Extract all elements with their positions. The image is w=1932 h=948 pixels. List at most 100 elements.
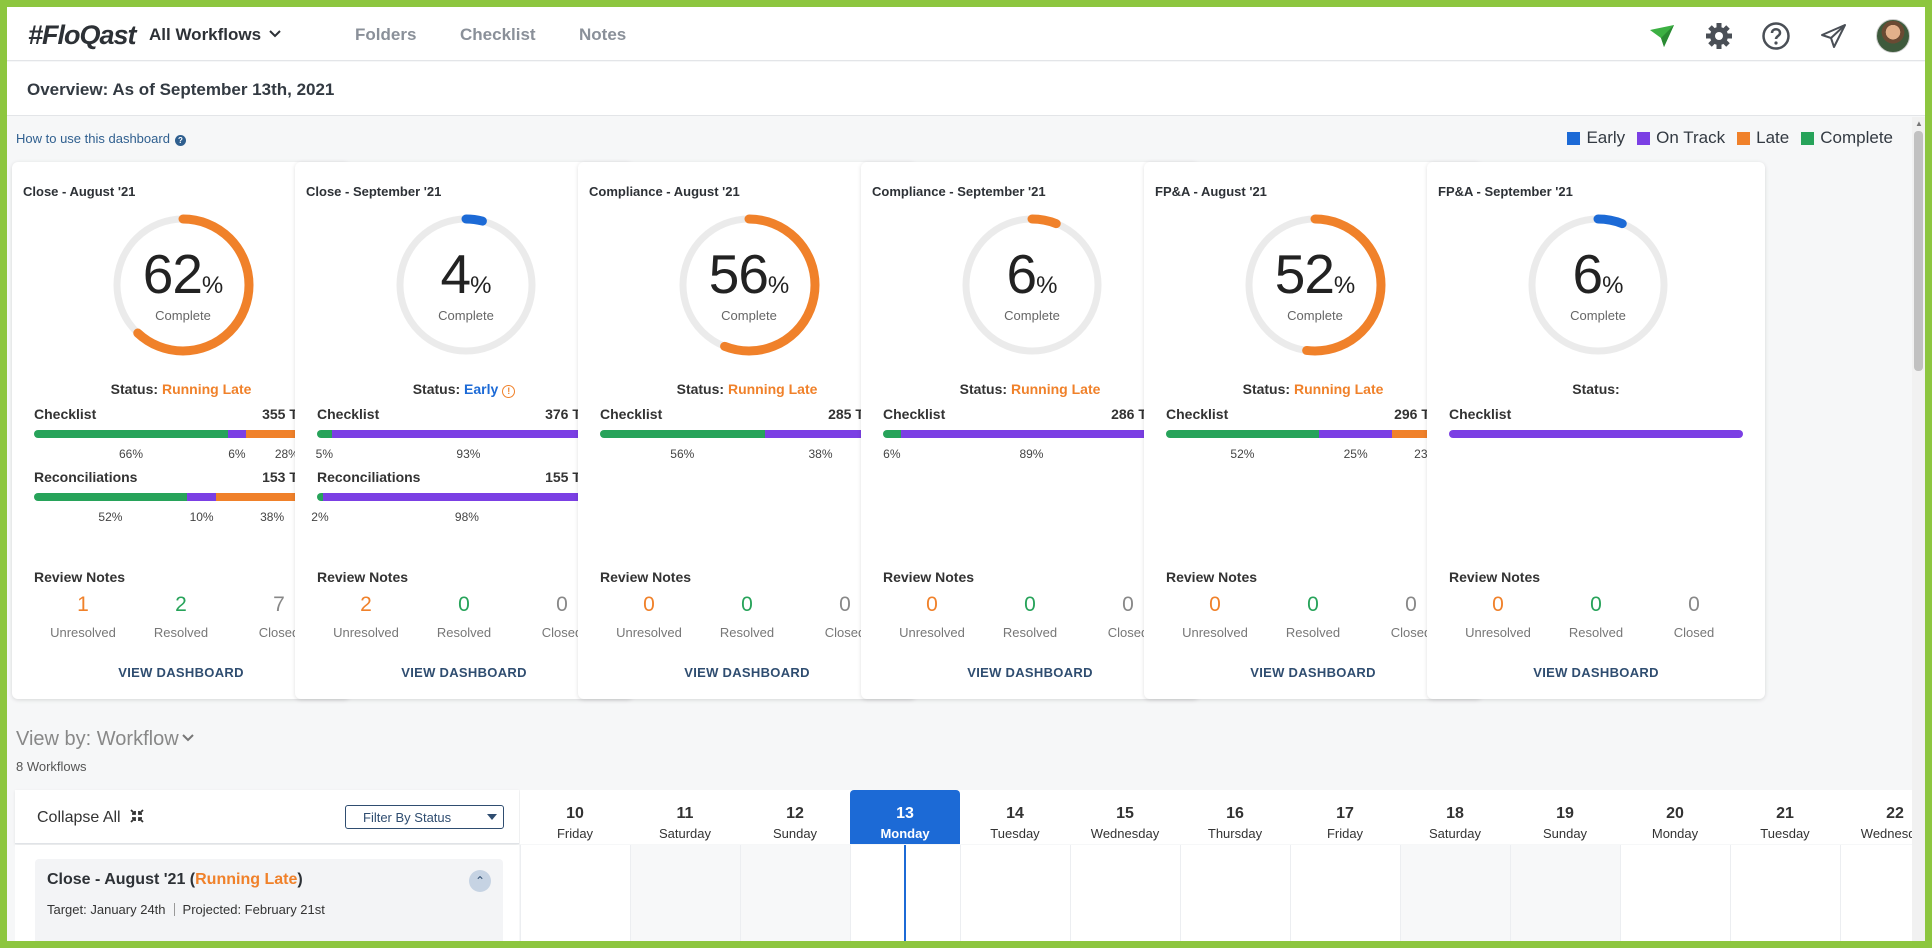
complete-label: Complete	[1004, 308, 1060, 323]
calendar-day[interactable]: 12 Sunday	[740, 790, 850, 844]
review-notes-closed-count[interactable]: 0	[839, 593, 851, 616]
calendar-gridline	[1290, 845, 1291, 941]
view-dashboard-link[interactable]: VIEW DASHBOARD	[1533, 665, 1659, 680]
review-notes-resolved-count[interactable]: 0	[1590, 593, 1602, 616]
view-dashboard-link[interactable]: VIEW DASHBOARD	[1250, 665, 1376, 680]
review-notes-unresolved-count[interactable]: 0	[1492, 593, 1504, 616]
info-icon[interactable]: !	[502, 385, 516, 398]
review-notes-label: Review Notes	[1166, 569, 1258, 585]
calendar-day[interactable]: 14 Tuesday	[960, 790, 1070, 844]
status-value: Running Late	[1293, 381, 1384, 397]
calendar-day[interactable]: 16 Thursday	[1180, 790, 1290, 844]
user-avatar[interactable]	[1876, 19, 1910, 53]
card-title: Compliance - September '21	[872, 184, 1046, 199]
calendar-day-number: 10	[566, 805, 584, 822]
view-dashboard-link[interactable]: VIEW DASHBOARD	[684, 665, 810, 680]
review-notes-closed-count[interactable]: 0	[556, 593, 568, 616]
view-dashboard-link[interactable]: VIEW DASHBOARD	[118, 665, 244, 680]
chevron-up-icon[interactable]: ⌃	[469, 870, 491, 892]
send-icon[interactable]	[1818, 21, 1848, 51]
review-notes-closed-label: Closed	[1107, 625, 1149, 640]
floqast-logo[interactable]: #FloQast	[28, 20, 137, 50]
checklist-progress-bar	[34, 430, 328, 438]
workflow-item-dates: Target: January 24th Projected: February …	[47, 902, 325, 917]
status-label: Status:	[1572, 381, 1620, 397]
status-value: Running Late	[1010, 381, 1101, 397]
reconciliations-percent-label: 98%	[454, 510, 479, 524]
calendar-day-number: 20	[1666, 805, 1684, 822]
nav-notes[interactable]: Notes	[579, 25, 627, 44]
workflow-projected-date: Projected: February 21st	[182, 902, 325, 917]
workflow-card: Close - September '21 4% Complete Status: E…	[295, 162, 633, 699]
page-scrollbar[interactable]: ▲	[1912, 117, 1925, 941]
calendar-day[interactable]: 20 Monday	[1620, 790, 1730, 844]
help-icon[interactable]	[1761, 21, 1791, 51]
calendar-day[interactable]: 22 Wednesday	[1840, 790, 1925, 844]
review-notes-closed-count[interactable]: 0	[1405, 593, 1417, 616]
percent-value: 56	[708, 243, 769, 305]
nav-all-workflows[interactable]: All Workflows	[149, 25, 281, 45]
review-notes-resolved-label: Resolved	[719, 625, 775, 640]
calendar-day-name: Tuesday	[1760, 826, 1810, 841]
status-label: Status:	[110, 381, 159, 397]
view-by-dropdown[interactable]: View by: Workflow	[16, 728, 194, 751]
calendar-day[interactable]: 18 Saturday	[1400, 790, 1510, 844]
scroll-thumb[interactable]	[1914, 131, 1923, 371]
calendar-day-name: Saturday	[658, 826, 712, 841]
calendar-gridline	[960, 845, 961, 941]
caret-down-icon	[487, 814, 497, 820]
calendar-day-number: 22	[1886, 805, 1904, 822]
nav-folders[interactable]: Folders	[355, 25, 417, 44]
calendar-day-number: 11	[676, 805, 694, 822]
calendar-day[interactable]: 10 Friday	[520, 790, 630, 844]
review-notes-unresolved-label: Unresolved	[899, 625, 965, 640]
gear-icon[interactable]	[1704, 21, 1734, 51]
calendar-day[interactable]: 11 Saturday	[630, 790, 740, 844]
chevron-down-icon	[269, 30, 281, 38]
review-notes-unresolved-count[interactable]: 0	[1209, 593, 1221, 616]
review-notes-closed-count[interactable]: 7	[273, 593, 285, 616]
calendar-day[interactable]: 17 Friday	[1290, 790, 1400, 844]
view-dashboard-link[interactable]: VIEW DASHBOARD	[967, 665, 1093, 680]
calendar-day-name: Monday	[1651, 826, 1699, 841]
calendar-gridline	[1510, 845, 1511, 941]
review-notes-unresolved-count[interactable]: 0	[643, 593, 655, 616]
workflow-item[interactable]: Close - August '21 (Running Late) ⌃ Targ…	[35, 859, 503, 941]
review-notes-closed-count[interactable]: 0	[1688, 593, 1700, 616]
collapse-icon	[130, 809, 144, 823]
view-dashboard-link[interactable]: VIEW DASHBOARD	[401, 665, 527, 680]
checklist-segment-on-track	[331, 430, 606, 438]
how-to-use-link[interactable]: How to use this dashboard?	[16, 131, 186, 146]
weekend-column	[1510, 845, 1620, 941]
review-notes-closed-count[interactable]: 0	[1122, 593, 1134, 616]
review-notes-unresolved-count[interactable]: 0	[926, 593, 938, 616]
review-notes-unresolved-count[interactable]: 1	[77, 593, 89, 616]
review-notes-resolved-count[interactable]: 0	[741, 593, 753, 616]
nav-checklist[interactable]: Checklist	[460, 25, 536, 44]
calendar-gridline	[520, 845, 521, 941]
calendar-day[interactable]: 15 Wednesday	[1070, 790, 1180, 844]
review-notes-unresolved-count[interactable]: 2	[360, 593, 372, 616]
status-label: Status:	[412, 381, 461, 397]
checklist-percent-label: 25%	[1343, 447, 1368, 461]
percent-sign: %	[470, 272, 492, 299]
calendar-day-name: Thursday	[1207, 826, 1263, 841]
review-notes-resolved-count[interactable]: 0	[1307, 593, 1319, 616]
review-notes-resolved-label: Resolved	[1568, 625, 1624, 640]
calendar-day[interactable]: 19 Sunday	[1510, 790, 1620, 844]
reconciliations-label: Reconciliations	[317, 469, 421, 485]
filter-by-status-select[interactable]: Filter By Status	[345, 805, 504, 829]
review-notes-resolved-count[interactable]: 0	[1024, 593, 1036, 616]
percent-value: 4	[440, 243, 472, 305]
review-notes-resolved-count[interactable]: 2	[175, 593, 187, 616]
floqast-flag-icon[interactable]	[1647, 21, 1677, 51]
calendar-day[interactable]: 21 Tuesday	[1730, 790, 1840, 844]
donut-progress-arc	[395, 214, 537, 356]
question-icon: ?	[174, 135, 186, 146]
calendar-day-today[interactable]: 13 Monday	[850, 790, 960, 844]
review-notes-resolved-count[interactable]: 0	[458, 593, 470, 616]
complete-label: Complete	[1287, 308, 1343, 323]
scroll-up-icon[interactable]: ▲	[1915, 119, 1923, 128]
top-nav: #FloQast All Workflows Folders Checklist…	[7, 7, 1925, 61]
collapse-all-button[interactable]: Collapse All	[37, 808, 145, 827]
